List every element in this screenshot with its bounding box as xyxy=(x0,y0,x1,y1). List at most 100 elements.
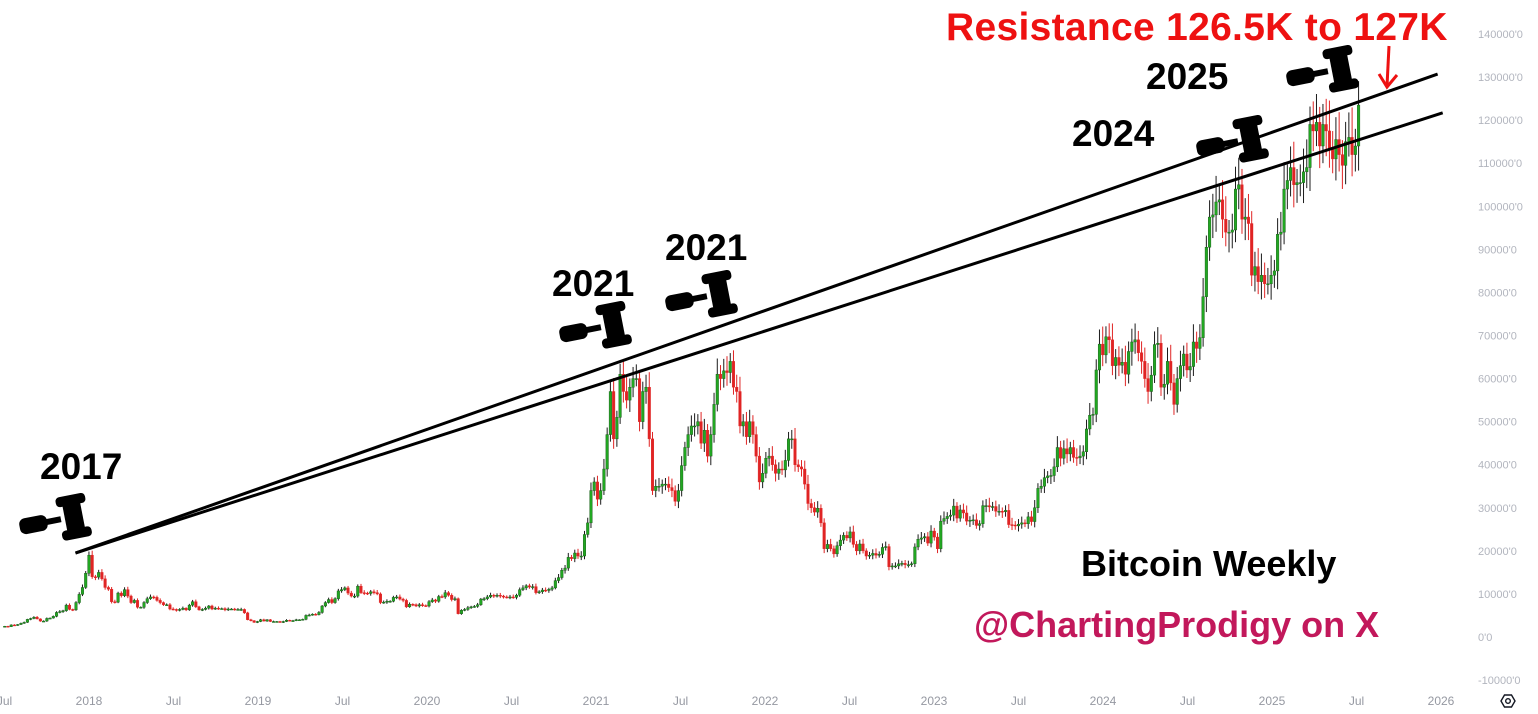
candle xyxy=(605,427,609,477)
x-tick-label: 2018 xyxy=(76,694,103,708)
candle xyxy=(430,597,434,603)
candle xyxy=(411,603,415,607)
candle xyxy=(469,605,473,609)
candle xyxy=(113,599,117,604)
candle xyxy=(278,620,282,623)
candle xyxy=(1101,326,1105,367)
candle xyxy=(864,548,868,560)
candle xyxy=(424,604,428,607)
candle xyxy=(223,607,227,612)
candle xyxy=(1259,253,1263,300)
gavel-icon xyxy=(1286,44,1359,93)
candle xyxy=(1110,323,1114,376)
candle xyxy=(68,603,72,611)
candle xyxy=(472,605,476,608)
candle xyxy=(621,361,625,403)
candle xyxy=(307,613,311,617)
candle xyxy=(1127,341,1131,384)
candle xyxy=(80,584,84,597)
candle xyxy=(191,599,195,607)
x-tick-label: Jul xyxy=(842,694,857,708)
settings-hex-icon[interactable] xyxy=(1500,694,1516,708)
candle xyxy=(994,500,998,517)
x-tick-label: 2025 xyxy=(1259,694,1286,708)
candle xyxy=(880,543,884,559)
x-tick-label: 2020 xyxy=(414,694,441,708)
candle xyxy=(1013,521,1017,530)
candle xyxy=(537,590,541,594)
candle xyxy=(1136,330,1140,362)
candle xyxy=(582,530,586,560)
candle xyxy=(404,598,408,609)
candle xyxy=(618,363,622,424)
candle xyxy=(948,509,952,521)
candle xyxy=(1347,112,1351,157)
candle xyxy=(378,592,382,605)
candle xyxy=(1198,324,1202,360)
x-tick-label: Jul xyxy=(335,694,350,708)
candle xyxy=(32,616,36,620)
candle xyxy=(161,601,165,606)
candle xyxy=(887,543,891,571)
candle xyxy=(1029,510,1033,526)
candle xyxy=(22,621,26,624)
candle xyxy=(158,598,162,605)
candle xyxy=(764,452,768,479)
gavel-icon xyxy=(19,492,92,541)
candle xyxy=(1026,512,1030,529)
candle xyxy=(638,370,642,432)
credit-handle: @ChartingProdigy on X xyxy=(974,604,1380,645)
candle xyxy=(252,620,256,623)
candle xyxy=(722,358,726,388)
candle xyxy=(1256,248,1260,295)
candle xyxy=(77,592,81,605)
candle xyxy=(663,477,667,491)
candle xyxy=(654,479,658,498)
candle xyxy=(978,520,982,531)
candle xyxy=(783,449,787,478)
candle xyxy=(1165,347,1169,395)
candle xyxy=(871,549,875,560)
candle xyxy=(508,594,512,600)
candle xyxy=(148,594,152,600)
candle xyxy=(365,591,369,596)
candle xyxy=(1140,341,1144,374)
candle xyxy=(851,525,855,548)
candle xyxy=(589,482,593,529)
y-tick-label: 70000'0 xyxy=(1478,331,1517,343)
candle xyxy=(61,609,65,613)
candle xyxy=(900,560,904,567)
candle xyxy=(1344,121,1348,185)
candle xyxy=(16,624,20,626)
candle xyxy=(1104,326,1108,364)
candle xyxy=(981,500,985,528)
candle xyxy=(910,561,914,567)
candle xyxy=(93,574,97,581)
candle xyxy=(71,608,75,612)
candle xyxy=(527,583,531,589)
candle xyxy=(1311,101,1315,152)
candle xyxy=(1204,235,1208,313)
candle xyxy=(608,380,612,442)
candle xyxy=(64,603,68,612)
candle xyxy=(573,549,577,563)
candle xyxy=(812,501,816,516)
x-tick-label: Jul xyxy=(504,694,519,708)
candle xyxy=(1169,344,1173,391)
candle xyxy=(731,350,735,395)
candle xyxy=(932,527,936,541)
candle xyxy=(45,617,49,622)
candle xyxy=(1162,374,1166,400)
candle xyxy=(1172,373,1176,415)
candle xyxy=(126,586,130,599)
candle xyxy=(1017,519,1021,532)
candle xyxy=(55,611,59,618)
candle xyxy=(1250,211,1254,287)
candle xyxy=(625,376,629,409)
candle xyxy=(246,611,250,621)
candle xyxy=(1065,438,1069,464)
candle xyxy=(336,588,340,601)
candle xyxy=(375,589,379,596)
candle xyxy=(1243,198,1247,241)
